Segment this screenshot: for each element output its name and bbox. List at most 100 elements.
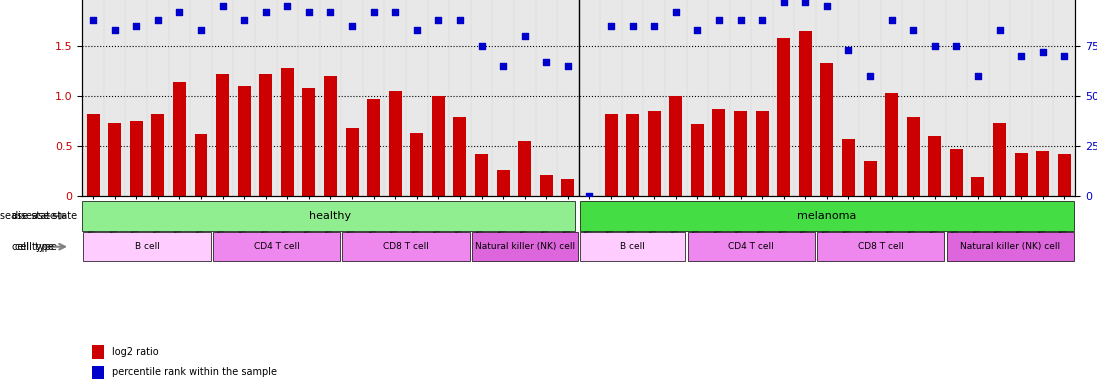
Point [495, 63, 512, 69]
Point [754, 17, 771, 23]
Bar [993, 123, 1006, 196]
Bar [1015, 153, 1028, 196]
Point [689, 27, 706, 33]
Bar [129, 121, 143, 196]
Bar [151, 114, 165, 196]
Text: B cell: B cell [135, 242, 159, 251]
Bar [388, 91, 402, 196]
Point [883, 17, 901, 23]
Bar [604, 114, 618, 196]
Point [796, 0, 814, 5]
Point [321, 9, 339, 15]
Bar [734, 111, 747, 196]
Bar [821, 63, 834, 196]
Bar [950, 149, 963, 196]
Point [257, 9, 274, 15]
Text: healthy: healthy [309, 211, 351, 221]
Point [904, 27, 921, 33]
Bar [691, 124, 704, 196]
Point [1013, 53, 1030, 59]
Text: melanoma: melanoma [798, 211, 857, 221]
Bar [1037, 151, 1049, 196]
Point [624, 23, 642, 29]
Bar [342, 232, 470, 262]
Bar [92, 345, 104, 359]
Text: CD8 T cell: CD8 T cell [383, 242, 429, 251]
Point [991, 27, 1008, 33]
Point [774, 0, 792, 5]
Point [386, 9, 404, 15]
Point [408, 27, 426, 33]
Point [106, 27, 124, 33]
Text: log2 ratio: log2 ratio [112, 347, 159, 357]
Bar [863, 161, 877, 196]
Bar [817, 232, 945, 262]
Point [214, 3, 231, 9]
Bar [324, 76, 337, 196]
Bar [92, 366, 104, 379]
Bar [83, 232, 211, 262]
Point [580, 193, 598, 199]
Bar [194, 134, 207, 196]
Point [516, 33, 533, 39]
Point [559, 63, 577, 69]
Text: disease state: disease state [0, 211, 56, 221]
Bar [432, 96, 445, 196]
Point [473, 43, 490, 49]
Text: B cell: B cell [620, 242, 645, 251]
Point [926, 43, 943, 49]
Point [365, 9, 383, 15]
Point [969, 73, 986, 79]
Point [1033, 49, 1051, 55]
Point [710, 17, 727, 23]
Bar [907, 117, 919, 196]
Bar [972, 177, 984, 196]
Bar [579, 201, 1074, 231]
Bar [647, 111, 660, 196]
Bar [579, 232, 686, 262]
Text: Natural killer (NK) cell: Natural killer (NK) cell [475, 242, 575, 251]
Bar [1058, 154, 1071, 196]
Bar [518, 141, 531, 196]
Bar [410, 133, 423, 196]
Point [343, 23, 361, 29]
Point [171, 9, 189, 15]
Point [645, 23, 663, 29]
Bar [346, 128, 359, 196]
Bar [281, 68, 294, 196]
Bar [475, 154, 488, 196]
Bar [216, 74, 229, 196]
Text: CD4 T cell: CD4 T cell [253, 242, 299, 251]
Bar [777, 38, 790, 196]
Point [149, 17, 167, 23]
Bar [562, 179, 575, 196]
Bar [712, 109, 725, 196]
Text: CD8 T cell: CD8 T cell [858, 242, 904, 251]
Point [279, 3, 296, 9]
Bar [540, 175, 553, 196]
Point [1055, 53, 1073, 59]
Bar [928, 136, 941, 196]
Bar [109, 123, 121, 196]
Text: cell type: cell type [14, 242, 56, 252]
Bar [756, 111, 769, 196]
Text: Natural killer (NK) cell: Natural killer (NK) cell [960, 242, 1061, 251]
Point [127, 23, 145, 29]
Text: percentile rank within the sample: percentile rank within the sample [112, 367, 278, 377]
Point [84, 17, 102, 23]
Point [430, 17, 448, 23]
Bar [626, 114, 640, 196]
Text: CD4 T cell: CD4 T cell [728, 242, 774, 251]
Text: disease state: disease state [12, 211, 78, 221]
Bar [472, 232, 578, 262]
Bar [87, 114, 100, 196]
Point [538, 59, 555, 65]
Point [236, 17, 253, 23]
Bar [453, 117, 466, 196]
Point [732, 17, 749, 23]
Bar [259, 74, 272, 196]
Point [948, 43, 965, 49]
Bar [497, 170, 510, 196]
Bar [213, 232, 340, 262]
Point [451, 17, 468, 23]
